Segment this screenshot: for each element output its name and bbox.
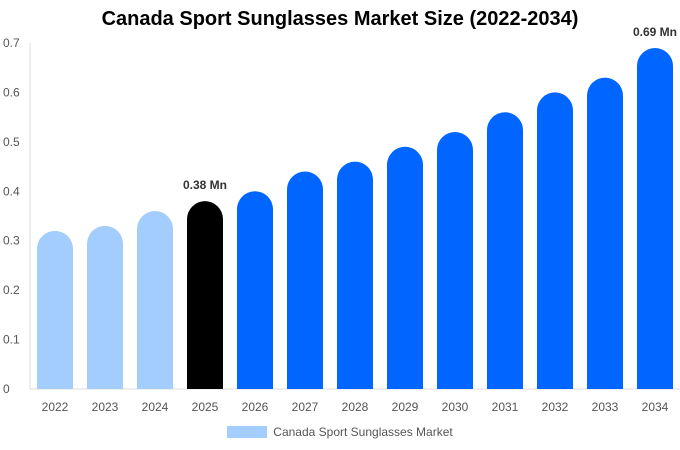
chart-title: Canada Sport Sunglasses Market Size (202…	[101, 8, 579, 30]
x-tick-label: 2023	[92, 400, 119, 414]
x-tick-label: 2026	[242, 400, 269, 414]
bar-2024	[137, 211, 173, 389]
x-tick-label: 2028	[342, 400, 369, 414]
x-tick-label: 2034	[642, 400, 669, 414]
y-tick-label: 0.1	[3, 333, 20, 347]
data-label: 0.38 Mn	[183, 178, 227, 192]
y-tick-label: 0.6	[3, 85, 20, 99]
bar-2022	[37, 230, 73, 389]
x-tick-label: 2025	[192, 400, 219, 414]
legend: Canada Sport Sunglasses Market	[0, 425, 680, 439]
y-tick-label: 0.2	[3, 283, 20, 297]
x-tick-label: 2030	[442, 400, 469, 414]
y-tick-label: 0.5	[3, 135, 20, 149]
x-tick-label: 2031	[492, 400, 519, 414]
data-label: 0.69 Mn	[633, 25, 677, 39]
bar-2025	[187, 201, 223, 389]
bar-2030	[437, 131, 473, 389]
bar-2028	[337, 161, 373, 389]
x-tick-label: 2029	[392, 400, 419, 414]
bar-2026	[237, 191, 273, 389]
x-tick-label: 2027	[292, 400, 319, 414]
legend-label: Canada Sport Sunglasses Market	[273, 425, 453, 439]
bar-2027	[287, 171, 323, 389]
x-tick-label: 2022	[42, 400, 69, 414]
y-tick-label: 0.7	[3, 36, 20, 50]
y-tick-label: 0.3	[3, 234, 20, 248]
x-tick-label: 2032	[542, 400, 569, 414]
bar-2031	[487, 112, 523, 389]
bar-2023	[87, 225, 123, 389]
bar-2033	[587, 77, 623, 389]
x-tick-label: 2024	[142, 400, 169, 414]
y-tick-label: 0.4	[3, 184, 20, 198]
bar-2029	[387, 146, 423, 389]
legend-swatch	[227, 426, 268, 438]
bar-2034	[637, 47, 673, 389]
bar-2032	[537, 92, 573, 389]
x-tick-label: 2033	[592, 400, 619, 414]
y-tick-label: 0	[3, 382, 10, 396]
